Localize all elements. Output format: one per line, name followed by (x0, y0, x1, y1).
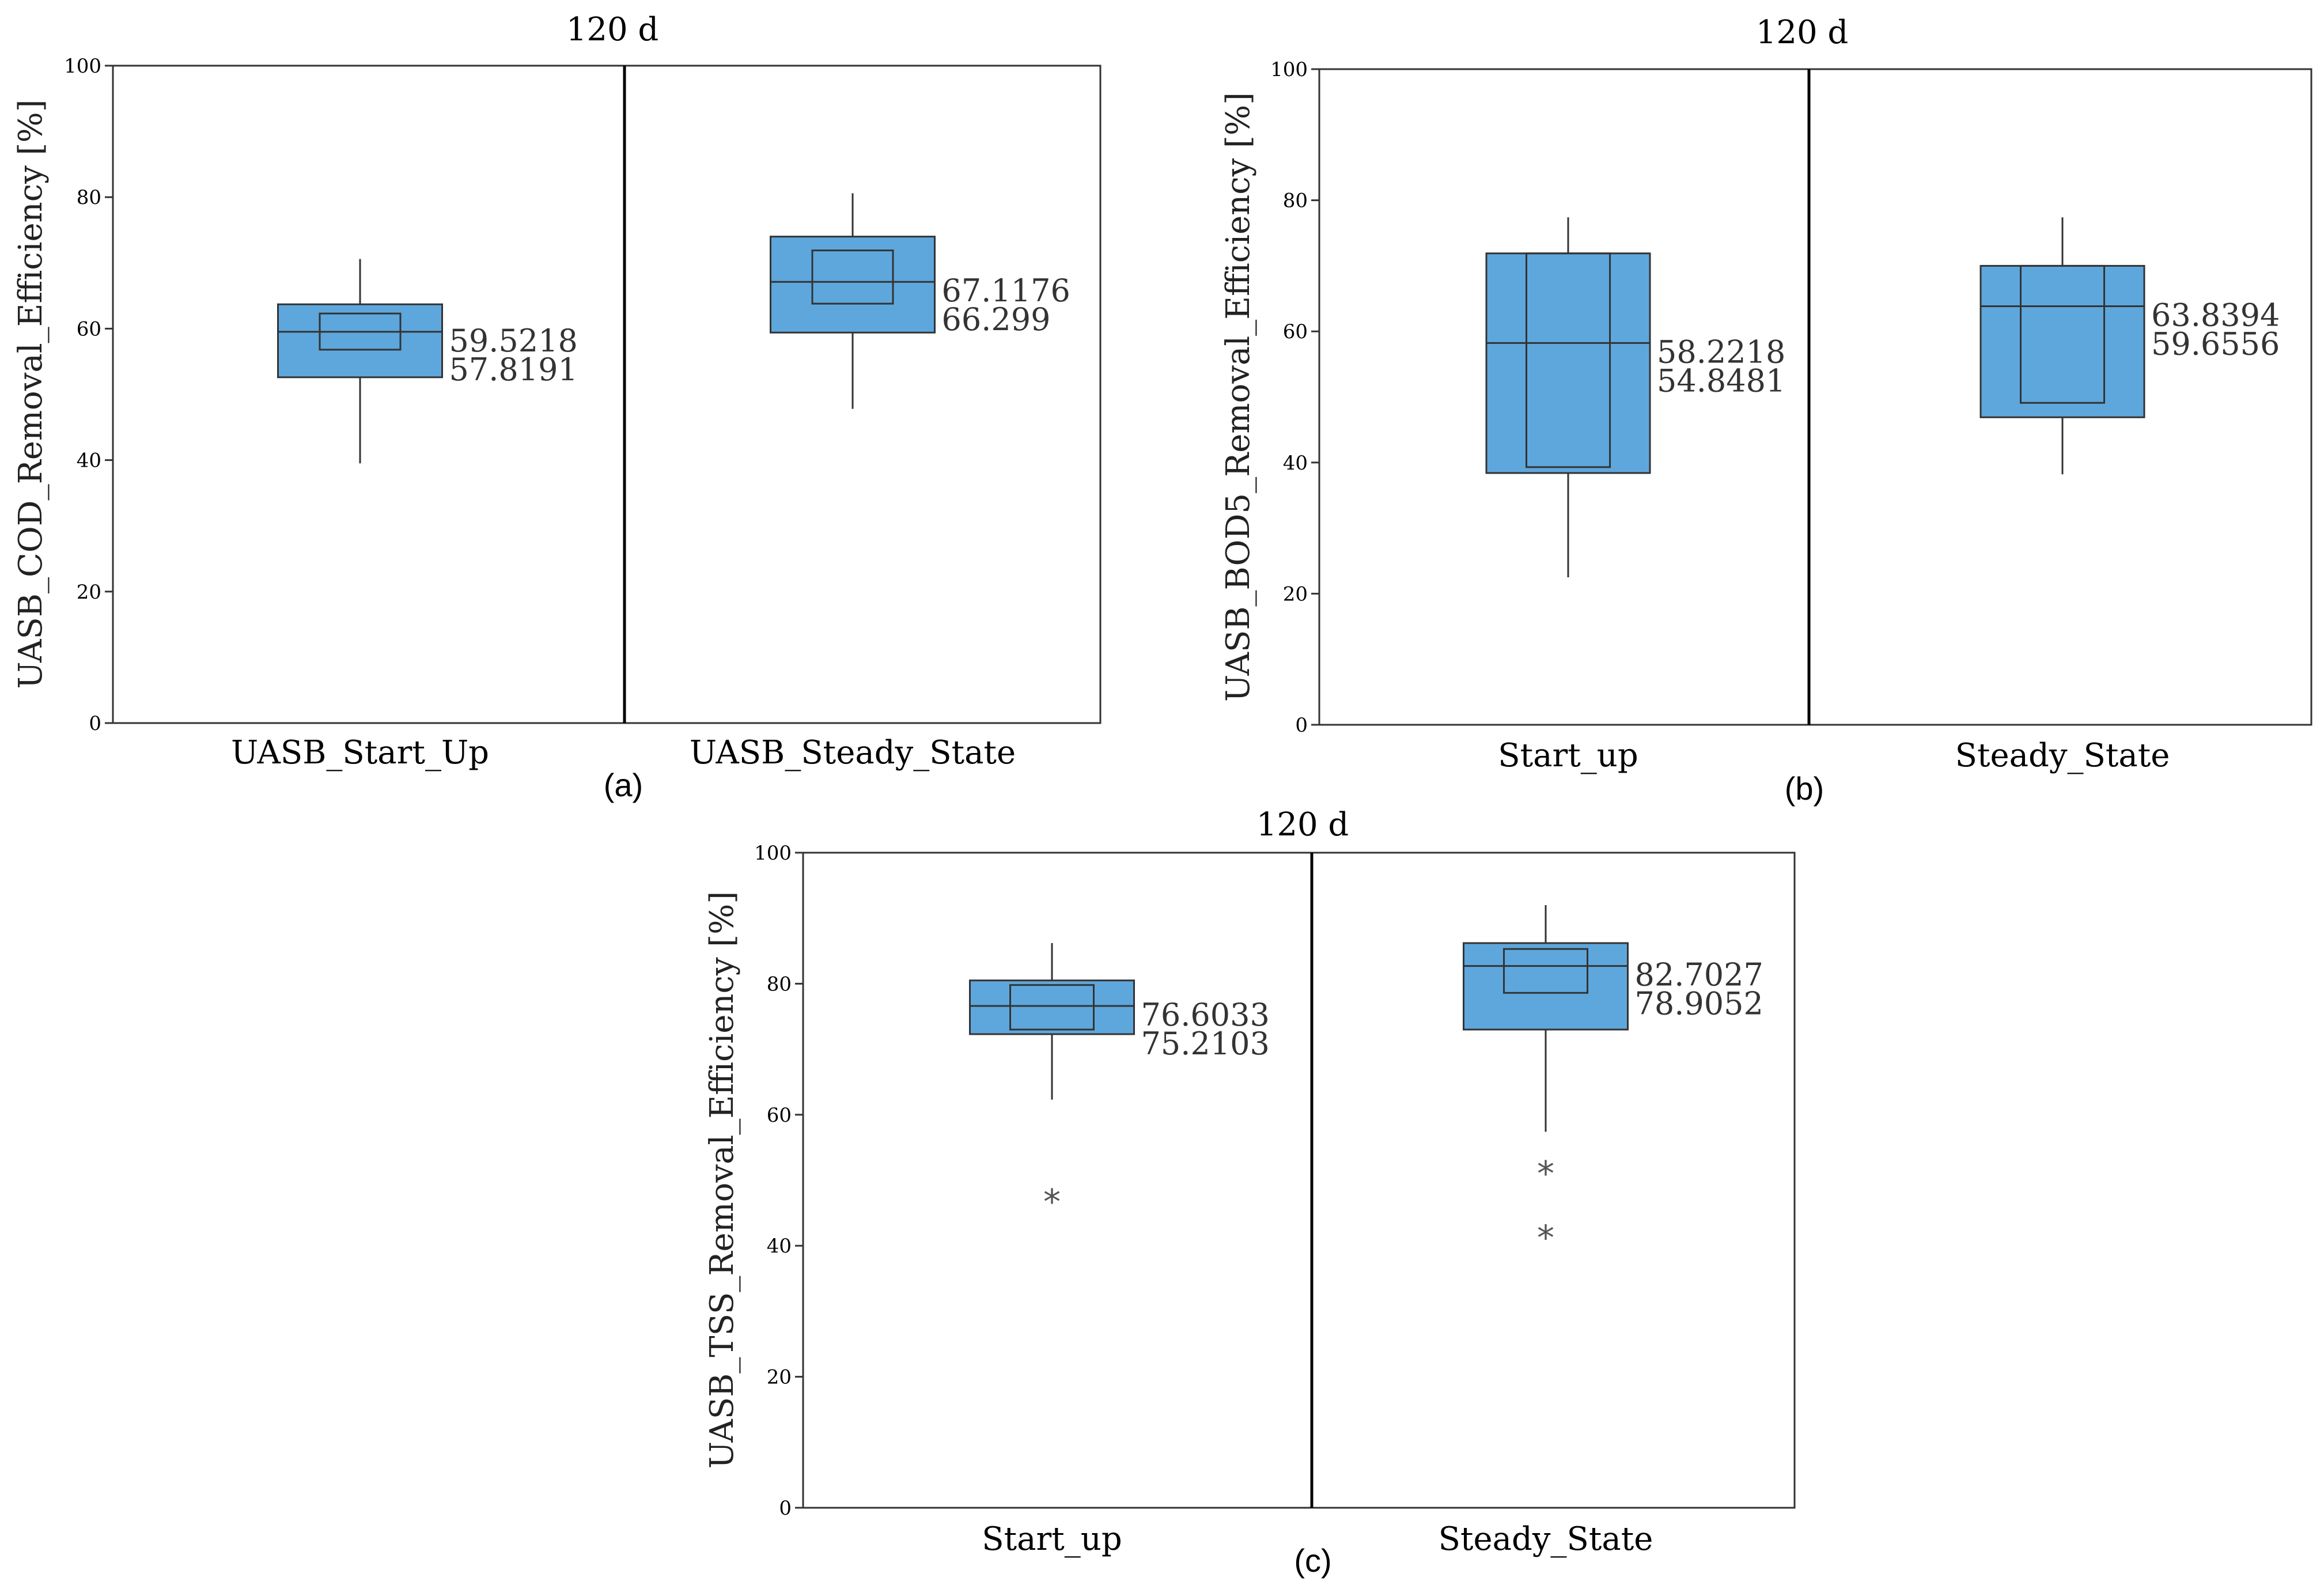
panel-c-y-tick-label: 100 (754, 842, 792, 865)
panel-b-y-tick-label: 0 (1295, 714, 1308, 737)
panel-b-y-axis-label: UASB_BOD5_Removal_Efficiency [%] (1220, 92, 1257, 702)
panel-c-box-2-outlier: * (1537, 1154, 1554, 1194)
panel-c-box-2-category-label: Steady_State (1439, 1520, 1653, 1558)
panel-a-box-1-category-label: UASB_Start_Up (231, 734, 489, 771)
panel-c-box-1-label-bottom: 75.2103 (1141, 1026, 1270, 1062)
panel-b-plot-frame (1318, 68, 2312, 726)
panel-b-box-1-label-bottom: 54.8481 (1657, 362, 1785, 399)
panel-c-box-1-ci-box (1009, 984, 1095, 1031)
panel-b-title: 120 d (1756, 14, 1849, 51)
panel-c-y-tick-label: 80 (767, 973, 792, 996)
panel-c-box-1-category-label: Start_up (982, 1520, 1122, 1558)
panel-b-box-2-label-top: 63.8394 (2151, 297, 2280, 334)
panel-a-box-1-label-top: 59.5218 (449, 323, 578, 359)
panel-c-box-2-outlier: * (1537, 1218, 1554, 1258)
panel-b-y-tick-label: 60 (1283, 320, 1308, 343)
panel-b-y-tick-label: 80 (1283, 190, 1308, 213)
panel-a-y-tick-label: 40 (77, 449, 101, 472)
panel-b-box-2-label-bottom: 59.6556 (2151, 326, 2280, 362)
panel-c-box-1-label-top: 76.6033 (1141, 997, 1270, 1033)
panel-a-y-axis-label: UASB_COD_Removal_Efficiency [%] (12, 100, 50, 689)
panel-a-panel-label: (a) (604, 767, 643, 803)
panel-a-y-tick-label: 0 (89, 712, 101, 735)
panel-c-box-2-label-bottom: 78.9052 (1635, 986, 1763, 1022)
panel-b-y-tick-label: 20 (1283, 582, 1308, 606)
panel-c-y-tick-label: 60 (767, 1104, 792, 1127)
panel-a-box-1-label-bottom: 57.8191 (449, 351, 578, 388)
panel-c-y-tick-label: 20 (767, 1366, 792, 1389)
panel-b-box-2-ci-box (2020, 264, 2105, 404)
panel-c-box-2-label-top: 82.7027 (1635, 957, 1763, 993)
panel-a-box-2-label-top: 67.1176 (942, 273, 1070, 309)
panel-b-panel-label: (b) (1785, 770, 1824, 807)
panel-b-box-2-category-label: Steady_State (1955, 737, 2170, 774)
panel-a-y-tick-label: 20 (77, 581, 101, 604)
panel-c-box-1-outlier: * (1043, 1182, 1061, 1223)
panel-c-y-tick-label: 40 (767, 1235, 792, 1258)
panel-c-y-tick-label: 0 (779, 1497, 792, 1520)
panel-c-panel-label: (c) (1294, 1542, 1331, 1579)
panel-a-box-2-iqr-box (770, 236, 936, 334)
panel-c-y-axis-label: UASB_TSS_Removal_Efficiency [%] (703, 891, 741, 1469)
panel-c-plot-frame (802, 852, 1796, 1509)
panel-a-box-2-ci-box (811, 249, 894, 305)
panel-a-title: 120 d (566, 11, 659, 48)
panel-c-title: 120 d (1256, 806, 1349, 843)
panel-b-box-1-ci-box (1526, 252, 1611, 468)
panel-b-y-tick-label: 100 (1270, 58, 1308, 81)
panel-a-y-tick-label: 60 (77, 317, 101, 340)
panel-a-box-2-label-bottom: 66.299 (942, 301, 1051, 338)
panel-c-box-2-iqr-box (1463, 942, 1629, 1031)
panel-a-plot-frame (112, 65, 1102, 724)
panel-b-y-tick-label: 40 (1283, 452, 1308, 475)
panel-a-box-2-category-label: UASB_Steady_State (690, 734, 1016, 771)
panel-a-y-tick-label: 80 (77, 186, 101, 209)
panel-b-box-1-label-top: 58.2218 (1657, 334, 1785, 370)
panel-b-box-2-iqr-box (1979, 264, 2145, 418)
panel-a-y-tick-label: 100 (64, 55, 101, 78)
panel-b-box-1-iqr-box (1485, 252, 1651, 474)
panel-b-box-1-category-label: Start_up (1498, 737, 1638, 774)
panel-c-box-2-ci-box (1503, 948, 1588, 994)
panel-c-box-1-iqr-box (969, 979, 1135, 1035)
panel-a-box-1-iqr-box (277, 303, 443, 379)
